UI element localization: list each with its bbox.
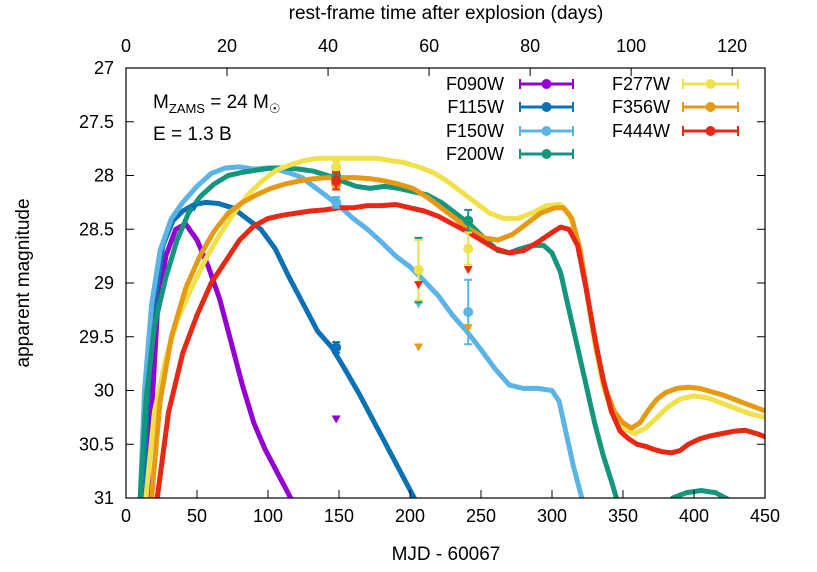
legend-marker-f115w xyxy=(541,102,552,112)
upper-limit-f356w-1 xyxy=(414,343,424,352)
point-f444w-0 xyxy=(331,175,342,186)
upper-limit-f356w-2 xyxy=(463,324,473,333)
upper-limit-f090w-0 xyxy=(331,415,341,424)
legend-label-f277w: F277W xyxy=(612,74,670,94)
point-f277w-0 xyxy=(331,161,342,172)
upper-limit-f444w-1 xyxy=(414,281,424,290)
upper-limit-f444w-2 xyxy=(463,266,473,275)
legend-label-f200w: F200W xyxy=(446,144,504,164)
legend-label-f090w: F090W xyxy=(446,74,504,94)
top-tick-label-0: 0 xyxy=(121,36,131,56)
legend-label-f356w: F356W xyxy=(612,97,670,117)
x-tick-label-250: 250 xyxy=(466,506,496,526)
x-tick-label-0: 0 xyxy=(121,506,131,526)
y-tick-label-29.5: 29.5 xyxy=(79,327,114,347)
y-tick-label-31: 31 xyxy=(94,488,114,508)
top-tick-label-60: 60 xyxy=(419,36,439,56)
legend: F090W F115W F150W F200W F277W F356W F444W xyxy=(446,74,739,164)
x-tick-label-50: 50 xyxy=(187,506,207,526)
mass-annotation: MZAMS = 24 M☉ xyxy=(153,92,281,116)
top-tick-label-80: 80 xyxy=(520,36,540,56)
y-tick-label-27.5: 27.5 xyxy=(79,112,114,132)
top-axis-title: rest-frame time after explosion (days) xyxy=(289,3,604,24)
line-f200w xyxy=(137,165,620,498)
mass-annotation-subscript: ZAMS xyxy=(169,101,205,116)
y-tick-label-28: 28 xyxy=(94,166,114,186)
legend-marker-f090w xyxy=(541,79,552,89)
y-tick-label-27: 27 xyxy=(94,58,114,78)
sun-symbol-subscript: ☉ xyxy=(269,101,281,116)
x-tick-label-100: 100 xyxy=(253,506,283,526)
x-tick-label-450: 450 xyxy=(750,506,780,526)
y-tick-label-30.5: 30.5 xyxy=(79,434,114,454)
line-f150w xyxy=(137,164,585,498)
x-tick-label-350: 350 xyxy=(608,506,638,526)
legend-marker-f150w xyxy=(541,126,552,136)
point-f150w-1 xyxy=(463,307,474,318)
series-layer xyxy=(137,155,765,498)
ticks-layer: 0 50 100 150 200 250 300 350 400 450 0 20 40 60 80 100 1… xyxy=(79,36,780,526)
legend-marker-f277w xyxy=(705,79,716,89)
y-axis-title: apparent magnitude xyxy=(13,198,34,367)
legend-label-f115w: F115W xyxy=(447,97,504,117)
x-tick-label-400: 400 xyxy=(679,506,709,526)
y-tick-label-28.5: 28.5 xyxy=(79,219,114,239)
line-f444w xyxy=(154,202,765,498)
top-tick-label-120: 120 xyxy=(717,36,747,56)
line-f277w xyxy=(143,155,765,498)
mass-annotation-prefix: M xyxy=(153,92,169,113)
top-tick-label-40: 40 xyxy=(318,36,338,56)
x-tick-label-200: 200 xyxy=(395,506,425,526)
legend-marker-f200w xyxy=(541,149,552,159)
x-tick-label-300: 300 xyxy=(537,506,567,526)
point-f277w-1 xyxy=(413,265,424,276)
y-tick-label-29: 29 xyxy=(94,273,114,293)
x-axis-title: MJD - 60067 xyxy=(392,544,501,565)
point-f200w-2 xyxy=(463,215,474,226)
upper-limit-f115w-0 xyxy=(189,203,199,212)
observations-layer xyxy=(189,160,474,424)
top-tick-label-20: 20 xyxy=(217,36,237,56)
legend-marker-f356w xyxy=(705,102,716,112)
x-tick-label-150: 150 xyxy=(324,506,354,526)
line-f200w-tail xyxy=(670,487,731,498)
legend-label-f444w: F444W xyxy=(612,121,670,141)
mass-annotation-value: = 24 M xyxy=(205,92,269,113)
top-tick-label-100: 100 xyxy=(616,36,646,56)
y-tick-label-30: 30 xyxy=(94,381,114,401)
legend-marker-f444w xyxy=(705,126,716,136)
point-f115w-1 xyxy=(331,342,342,353)
energy-annotation: E = 1.3 B xyxy=(153,124,232,145)
line-f356w xyxy=(149,175,765,498)
legend-label-f150w: F150W xyxy=(446,121,504,141)
point-f277w-2 xyxy=(463,243,474,254)
point-f150w-0 xyxy=(331,197,342,208)
